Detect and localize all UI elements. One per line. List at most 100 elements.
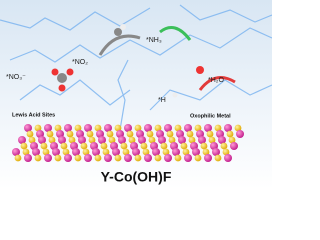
- arrow: [98, 34, 141, 56]
- atom: [118, 136, 126, 144]
- molecule: [51, 24, 204, 98]
- atom: [164, 154, 172, 162]
- atom: [44, 154, 52, 162]
- atom: [54, 154, 62, 162]
- atom: [68, 136, 76, 144]
- atom: [66, 68, 74, 76]
- atom: [226, 130, 234, 138]
- atom: [228, 136, 236, 144]
- atom: [126, 130, 134, 138]
- atom: [58, 136, 66, 144]
- atom: [206, 130, 214, 138]
- atom: [236, 130, 244, 138]
- atom: [20, 142, 28, 150]
- atom: [120, 24, 126, 30]
- atom: [172, 148, 180, 156]
- atom: [64, 124, 72, 132]
- atom: [14, 154, 22, 162]
- atom: [158, 136, 166, 144]
- atom: [168, 136, 176, 144]
- atom: [234, 124, 242, 132]
- atom: [112, 148, 120, 156]
- label-oxophilic: Oxophilic Metal: [190, 113, 231, 119]
- atom: [144, 124, 152, 132]
- atom: [154, 154, 162, 162]
- lightning: [0, 4, 272, 131]
- atom: [186, 130, 194, 138]
- bolt: [149, 79, 272, 111]
- atom: [148, 136, 156, 144]
- label-nh3: *NH₃: [146, 37, 162, 44]
- bolt: [117, 59, 129, 131]
- atom: [146, 130, 154, 138]
- bolt: [179, 4, 272, 23]
- atom: [18, 136, 26, 144]
- atom: [192, 148, 200, 156]
- page: *NO₃⁻ *NO₂ *NH₃ *H *H₂O Lewis Acid Sites…: [0, 0, 272, 189]
- atom: [142, 148, 150, 156]
- atom: [92, 148, 100, 156]
- atom: [100, 142, 108, 150]
- atom: [124, 124, 132, 132]
- atom: [220, 142, 228, 150]
- atom: [54, 124, 62, 132]
- atom: [78, 136, 86, 144]
- atom: [57, 73, 67, 83]
- bolt: [0, 7, 151, 31]
- atom: [132, 148, 140, 156]
- atom: [174, 154, 182, 162]
- atom: [222, 148, 230, 156]
- atom: [114, 124, 122, 132]
- atom: [194, 124, 202, 132]
- atom: [104, 154, 112, 162]
- atom: [40, 142, 48, 150]
- atom: [94, 154, 102, 162]
- atom: [166, 130, 174, 138]
- atom: [154, 124, 162, 132]
- atom: [224, 124, 232, 132]
- atom: [86, 130, 94, 138]
- atom: [196, 66, 204, 74]
- atom: [172, 92, 178, 98]
- atom: [214, 154, 222, 162]
- atom: [22, 148, 30, 156]
- atom: [102, 148, 110, 156]
- atom: [180, 142, 188, 150]
- atom: [24, 124, 32, 132]
- atom: [66, 130, 74, 138]
- atom: [51, 68, 59, 76]
- atom: [164, 124, 172, 132]
- atom: [162, 148, 170, 156]
- atom: [62, 148, 70, 156]
- atom: [48, 136, 56, 144]
- atom: [124, 154, 132, 162]
- arrow: [198, 76, 236, 91]
- atom: [104, 124, 112, 132]
- atom: [94, 124, 102, 132]
- title: Y-Co(OH)F: [101, 169, 172, 185]
- atom: [184, 124, 192, 132]
- atom: [134, 154, 142, 162]
- atom: [200, 142, 208, 150]
- atom: [128, 136, 136, 144]
- atom: [122, 148, 130, 156]
- atom: [52, 148, 60, 156]
- atom: [82, 148, 90, 156]
- atom: [38, 136, 46, 144]
- atom: [182, 148, 190, 156]
- atom: [152, 148, 160, 156]
- atom: [42, 148, 50, 156]
- atom: [26, 130, 34, 138]
- atom: [138, 136, 146, 144]
- atom: [64, 154, 72, 162]
- atom: [34, 154, 42, 162]
- atom: [24, 154, 32, 162]
- atom: [224, 154, 232, 162]
- atom: [188, 136, 196, 144]
- lattice: [12, 124, 244, 162]
- bolt: [19, 79, 131, 106]
- atom: [204, 154, 212, 162]
- label-lewis: Lewis Acid Sites: [12, 112, 55, 118]
- atom: [34, 124, 42, 132]
- atom: [60, 142, 68, 150]
